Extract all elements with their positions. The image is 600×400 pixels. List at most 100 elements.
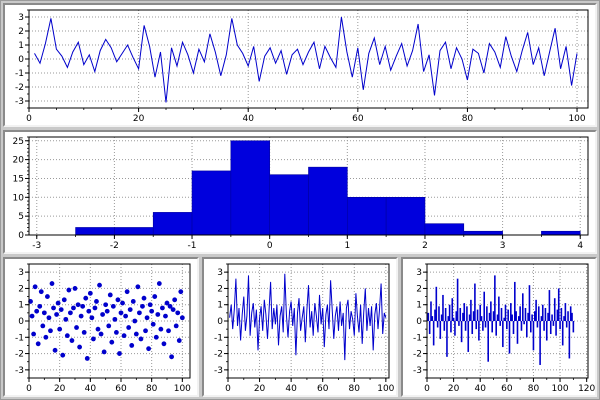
scatter-point xyxy=(98,331,104,337)
scatter-point xyxy=(112,316,118,322)
scatter-point xyxy=(29,313,35,319)
y-tick-label: -2 xyxy=(214,350,223,360)
panel-line-small: 0 20 40 60 80 100 -3 -2 -1 0 1 2 3 xyxy=(202,257,398,397)
scatter-point xyxy=(160,305,165,311)
y-tick-label: -2 xyxy=(15,83,24,93)
scatter-point xyxy=(52,347,58,353)
scatter-point xyxy=(176,338,182,343)
histogram-bar xyxy=(269,174,309,236)
scatter-point xyxy=(75,302,81,308)
y-tick-label: 3 xyxy=(217,268,223,278)
x-tick-label: 80 xyxy=(462,114,474,124)
x-tick-label: 40 xyxy=(474,384,486,394)
histogram-bar xyxy=(308,166,348,236)
scatter-point xyxy=(60,352,66,358)
scatter-point xyxy=(179,315,185,321)
scatter-point xyxy=(140,303,145,309)
x-tick-label: 4 xyxy=(577,241,583,251)
scatter-point xyxy=(163,313,168,319)
y-tick-label: 0 xyxy=(217,317,223,327)
y-tick-label: -3 xyxy=(15,366,24,376)
scatter-point xyxy=(169,354,175,360)
x-tick-label: 120 xyxy=(578,384,595,394)
scatter-point xyxy=(58,307,64,312)
scatter-point xyxy=(35,341,41,347)
noise-line-chart: 0 20 40 60 80 100 -3 -2 -1 0 1 2 3 xyxy=(15,9,589,124)
scatter-point xyxy=(43,334,49,340)
scatter-point xyxy=(132,318,138,324)
scatter-point xyxy=(57,326,63,332)
scatter-point xyxy=(31,331,36,337)
x-tick-label: -2 xyxy=(110,241,119,251)
histogram-chart: -3 -2 -1 0 1 2 3 4 0 5 10 15 20 25 xyxy=(13,136,589,251)
scatter-point xyxy=(80,303,86,309)
y-tick-label: 2 xyxy=(217,284,223,294)
scatter-point xyxy=(66,287,72,293)
scatter-point xyxy=(161,341,167,347)
x-tick-label: 20 xyxy=(254,384,266,394)
x-tick-label: 80 xyxy=(349,384,361,394)
scatter-point xyxy=(141,295,147,301)
scatter-point xyxy=(118,310,124,316)
scatter-point xyxy=(54,312,59,317)
histogram-bar xyxy=(152,212,193,236)
y-tick-label: 2 xyxy=(18,284,24,294)
histogram-bar xyxy=(463,230,503,236)
histogram-bar xyxy=(347,197,387,236)
histogram-bar xyxy=(385,197,426,236)
histogram-bar xyxy=(114,227,154,236)
x-tick-label: 0 xyxy=(225,384,231,394)
scatter-point xyxy=(87,290,93,296)
panel-stem: 0 20 40 60 80 100 120 -3 -2 -1 0 1 2 3 xyxy=(401,257,597,397)
x-tick-label: 100 xyxy=(551,384,568,394)
scatter-point xyxy=(49,281,55,286)
x-tick-label: 20 xyxy=(133,114,145,124)
y-tick-label: -3 xyxy=(15,97,24,107)
scatter-point xyxy=(40,323,46,329)
x-tick-label: 1 xyxy=(344,241,350,251)
x-tick-label: -1 xyxy=(188,241,197,251)
scatter-point xyxy=(167,303,173,309)
x-tick-label: 80 xyxy=(146,384,158,394)
scatter-point xyxy=(78,313,84,319)
scatter-point xyxy=(32,284,38,290)
scatter-point xyxy=(64,333,70,339)
x-tick-label: -3 xyxy=(32,241,41,251)
x-tick-label: 60 xyxy=(501,384,513,394)
y-tick-label: -3 xyxy=(214,366,223,376)
x-tick-label: 0 xyxy=(26,114,32,124)
histogram-bar xyxy=(191,170,232,236)
y-tick-label: -2 xyxy=(413,350,422,360)
y-tick-label: 1 xyxy=(416,301,422,311)
line-series xyxy=(34,16,578,103)
y-tick-label: 25 xyxy=(13,137,24,147)
scatter-point xyxy=(101,349,107,355)
scatter-point xyxy=(129,343,135,348)
scatter-point xyxy=(178,289,184,295)
scatter-point xyxy=(173,323,179,329)
scatter-point xyxy=(130,299,136,304)
scatter-point xyxy=(126,325,132,330)
y-tick-label: 3 xyxy=(416,268,422,278)
y-tick-label: 1 xyxy=(18,301,24,311)
y-tick-label: 1 xyxy=(217,301,223,311)
x-tick-label: 100 xyxy=(174,384,191,394)
scatter-point xyxy=(152,294,158,299)
scatter-chart: 0 20 40 60 80 100 -3 -2 -1 0 1 2 3 xyxy=(15,263,191,394)
histogram-bar xyxy=(541,230,581,236)
scatter-point xyxy=(143,328,148,334)
scatter-point xyxy=(155,312,161,317)
x-tick-label: 60 xyxy=(317,384,329,394)
scatter-point xyxy=(63,316,69,322)
x-tick-label: 40 xyxy=(85,384,97,394)
y-tick-label: 1 xyxy=(18,41,24,51)
scatter-point xyxy=(92,305,98,311)
scatter-point xyxy=(74,325,79,330)
bottom-row: 0 20 40 60 80 100 -3 -2 -1 0 1 2 3 0 20 40 60 80 100 -3 -2-… xyxy=(3,257,597,397)
y-tick-label: 10 xyxy=(13,193,25,203)
y-tick-label: -1 xyxy=(214,333,223,343)
scatter-point xyxy=(69,338,75,343)
scatter-point xyxy=(133,331,139,337)
scatter-point xyxy=(37,303,43,309)
y-tick-label: -2 xyxy=(15,350,24,360)
